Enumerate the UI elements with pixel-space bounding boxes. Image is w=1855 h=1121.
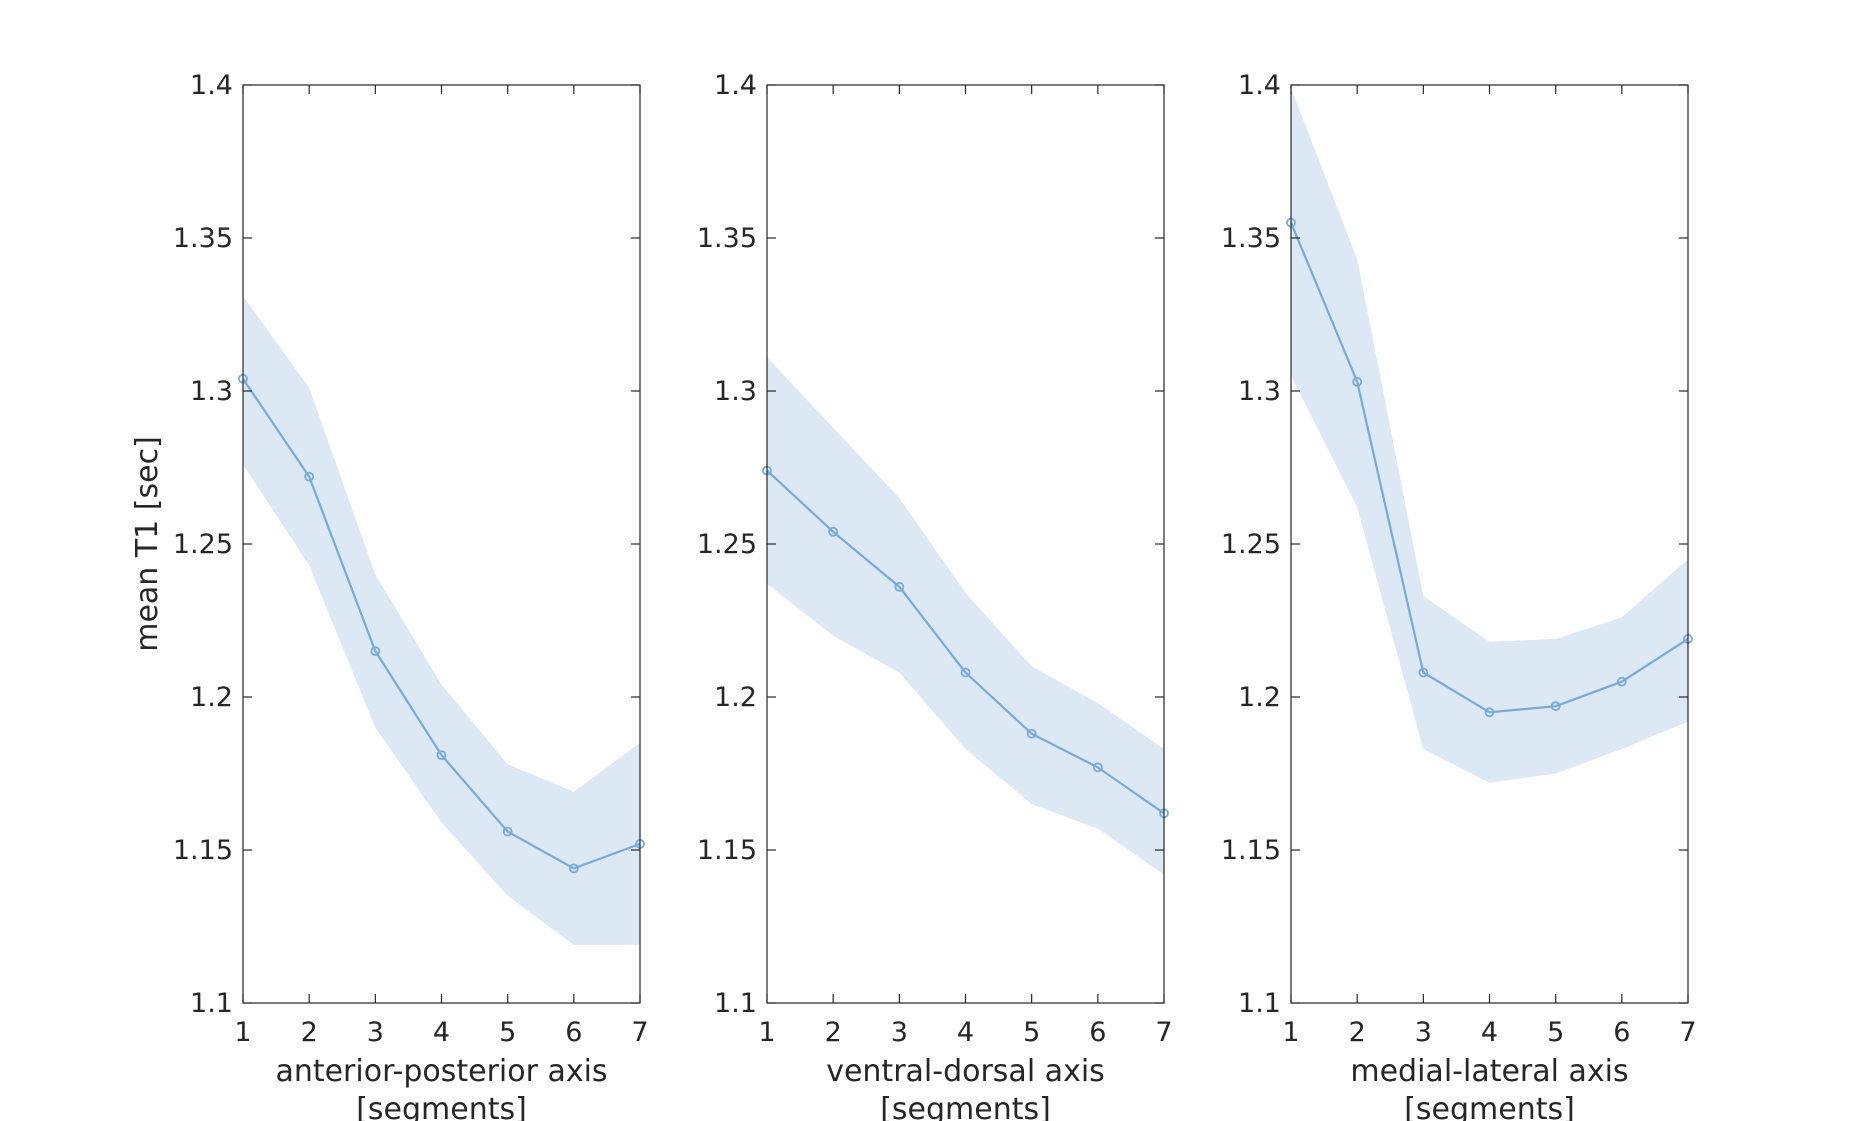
mean-line bbox=[242, 378, 641, 870]
confidence-band bbox=[1291, 88, 1688, 783]
data-point bbox=[1418, 667, 1429, 678]
x-tick-label: 5 bbox=[1547, 1017, 1564, 1048]
x-tick-label: 7 bbox=[631, 1017, 648, 1048]
data-point bbox=[894, 581, 905, 592]
x-tick-label: 1 bbox=[758, 1017, 775, 1048]
x-axis-label: medial-lateral axis bbox=[1350, 1054, 1628, 1089]
x-tick-label: 2 bbox=[825, 1017, 842, 1048]
confidence-band bbox=[243, 296, 640, 945]
data-point bbox=[568, 863, 579, 874]
y-tick-label: 1.25 bbox=[1221, 529, 1281, 560]
data-point bbox=[502, 826, 513, 837]
x-tick-label: 4 bbox=[1481, 1017, 1498, 1048]
y-tick-label: 1.2 bbox=[190, 682, 233, 713]
y-tick-label: 1.15 bbox=[1221, 835, 1281, 866]
confidence-band bbox=[767, 357, 1164, 875]
x-tick-label: 1 bbox=[1282, 1017, 1299, 1048]
mean-line bbox=[1289, 222, 1689, 714]
x-tick-label: 3 bbox=[1415, 1017, 1432, 1048]
y-tick-label: 1.25 bbox=[697, 529, 757, 560]
x-tick-label: 2 bbox=[301, 1017, 318, 1048]
x-tick-label: 6 bbox=[1613, 1017, 1630, 1048]
x-tick-label: 4 bbox=[433, 1017, 450, 1048]
y-tick-label: 1.35 bbox=[1221, 223, 1281, 254]
x-tick-label: 5 bbox=[499, 1017, 516, 1048]
x-tick-label: 3 bbox=[891, 1017, 908, 1048]
y-tick-label: 1.1 bbox=[190, 988, 233, 1019]
x-axis-label: ventral-dorsal axis bbox=[826, 1054, 1105, 1089]
y-tick-label: 1.25 bbox=[173, 529, 233, 560]
x-tick-label: 3 bbox=[367, 1017, 384, 1048]
y-tick-label: 1.35 bbox=[697, 223, 757, 254]
y-tick-label: 1.3 bbox=[714, 376, 757, 407]
data-point bbox=[304, 471, 315, 482]
data-point bbox=[828, 526, 839, 537]
x-axis-label: [segments] bbox=[356, 1092, 527, 1121]
y-tick-label: 1.1 bbox=[1238, 988, 1281, 1019]
x-tick-label: 7 bbox=[1679, 1017, 1696, 1048]
data-point bbox=[1092, 762, 1103, 773]
x-axis-label: [segments] bbox=[880, 1092, 1051, 1121]
data-point bbox=[960, 667, 971, 678]
x-tick-label: 5 bbox=[1023, 1017, 1040, 1048]
y-tick-label: 1.4 bbox=[714, 70, 757, 101]
y-tick-label: 1.4 bbox=[1238, 70, 1281, 101]
y-axis-label: mean T1 [sec] bbox=[130, 436, 165, 652]
data-point bbox=[1352, 376, 1363, 387]
y-tick-label: 1.3 bbox=[190, 376, 233, 407]
y-tick-label: 1.2 bbox=[1238, 682, 1281, 713]
x-tick-label: 1 bbox=[234, 1017, 251, 1048]
y-tick-label: 1.1 bbox=[714, 988, 757, 1019]
y-tick-label: 1.4 bbox=[190, 70, 233, 101]
x-tick-label: 6 bbox=[1089, 1017, 1106, 1048]
data-point bbox=[1616, 676, 1627, 687]
x-axis-label: [segments] bbox=[1404, 1092, 1575, 1121]
data-point bbox=[1026, 728, 1037, 739]
y-tick-label: 1.3 bbox=[1238, 376, 1281, 407]
data-point bbox=[1484, 707, 1495, 718]
y-tick-label: 1.15 bbox=[697, 835, 757, 866]
y-tick-label: 1.2 bbox=[714, 682, 757, 713]
y-tick-label: 1.15 bbox=[173, 835, 233, 866]
x-tick-label: 4 bbox=[957, 1017, 974, 1048]
x-tick-label: 2 bbox=[1349, 1017, 1366, 1048]
data-point bbox=[1550, 701, 1561, 712]
x-tick-label: 6 bbox=[565, 1017, 582, 1048]
x-axis-label: anterior-posterior axis bbox=[275, 1054, 607, 1089]
y-tick-label: 1.35 bbox=[173, 223, 233, 254]
mean-line bbox=[766, 469, 1165, 815]
x-tick-label: 7 bbox=[1155, 1017, 1172, 1048]
data-point bbox=[436, 750, 447, 761]
axes-box bbox=[1290, 84, 1689, 1004]
data-point bbox=[370, 646, 381, 656]
